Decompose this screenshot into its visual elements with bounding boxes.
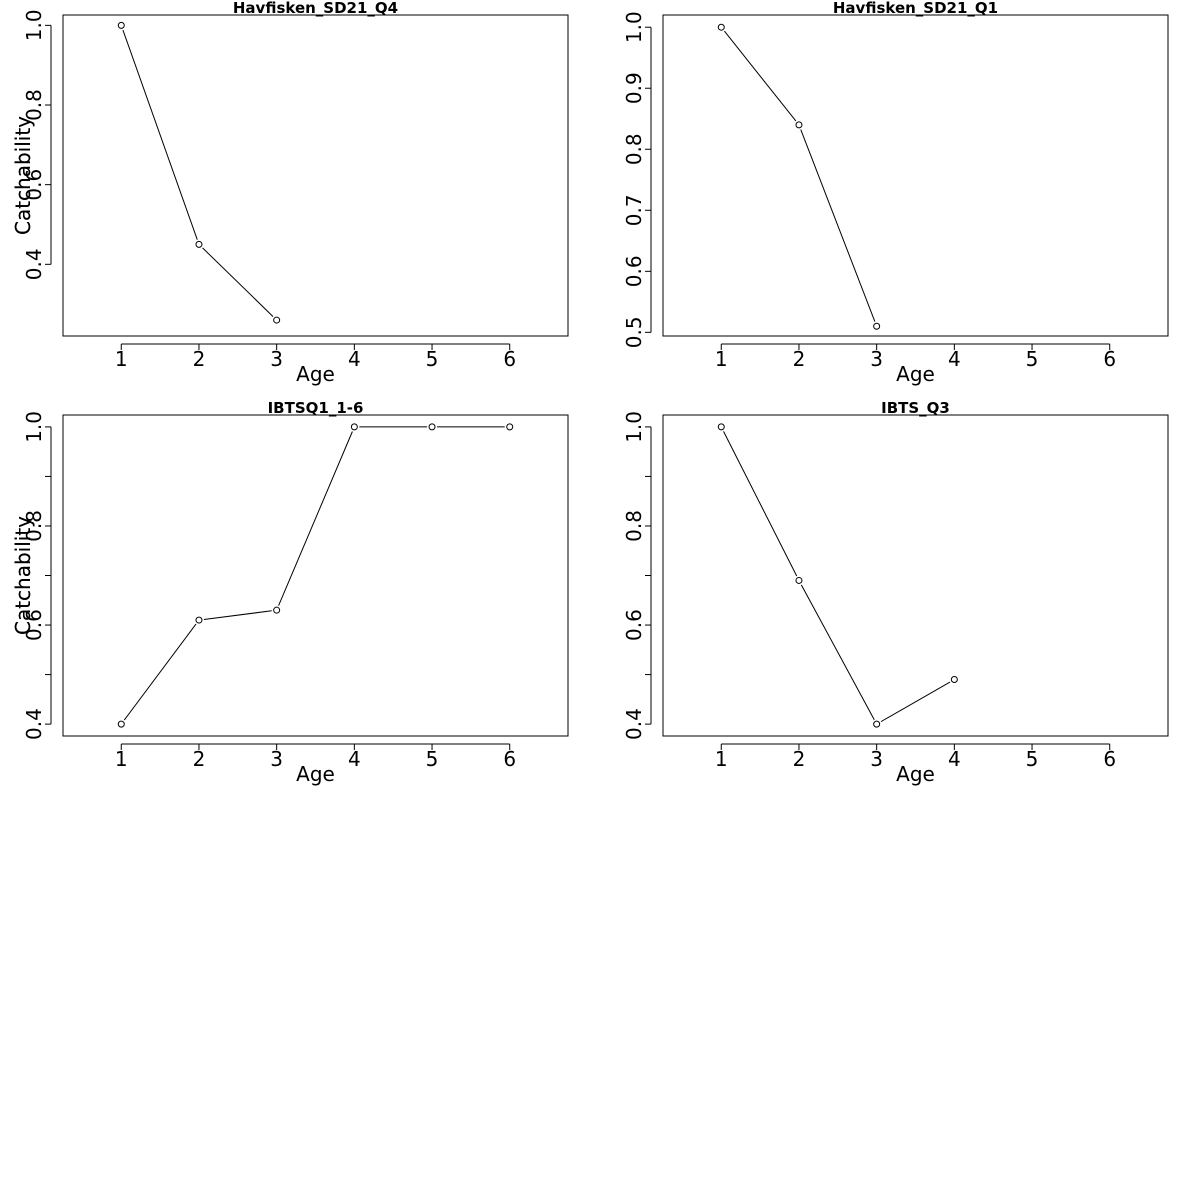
x-tick-label: 3 (270, 347, 283, 371)
y-tick-label: 1.0 (622, 11, 646, 43)
y-tick-label: 1.0 (22, 411, 46, 443)
data-point (195, 616, 203, 624)
y-tick-label: 0.5 (622, 316, 646, 348)
y-tick-label: 0.9 (622, 72, 646, 104)
x-tick-label: 1 (715, 747, 728, 771)
y-tick-label: 0.8 (22, 89, 46, 121)
x-tick-label: 2 (193, 747, 206, 771)
chart-title: Havfisken_SD21_Q4 (233, 0, 398, 17)
x-tick-label: 5 (1026, 347, 1039, 371)
chart-title: IBTSQ1_1-6 (268, 399, 364, 417)
plot-box (62, 14, 569, 337)
y-tick-label: 0.6 (22, 169, 46, 201)
data-point (950, 676, 958, 684)
x-tick-label: 6 (503, 747, 516, 771)
x-axis-label: Age (896, 362, 935, 386)
x-tick-label: 6 (1103, 347, 1116, 371)
data-point (273, 606, 281, 614)
y-axis-label: Catchability (11, 516, 35, 635)
chart-title: IBTS_Q3 (881, 399, 950, 417)
data-point (350, 423, 358, 431)
x-tick-label: 1 (115, 347, 128, 371)
y-tick-label: 0.8 (622, 133, 646, 165)
x-axis-label: Age (296, 362, 335, 386)
series-line-segment (800, 129, 876, 322)
x-tick-label: 5 (1026, 747, 1039, 771)
chart-panel-4: IBTS_Q3 1 2 3 4 5 6 Age 0.4 0.6 0.8 1.0 Catchability (11, 399, 1169, 786)
y-tick-label: 0.8 (22, 510, 46, 542)
series-line-segment (800, 584, 875, 720)
y-tick-label: 0.6 (22, 609, 46, 641)
x-tick-label: 4 (348, 347, 361, 371)
series-line-segment (122, 29, 198, 240)
data-point (117, 720, 125, 728)
data-point (273, 316, 281, 324)
data-point (795, 576, 803, 584)
series-line-segment (880, 681, 951, 723)
plot-box (662, 14, 1169, 337)
y-axis-label: Catchability (11, 516, 35, 635)
y-tick-label: 0.8 (622, 510, 646, 542)
data-point (506, 423, 514, 431)
data-point (428, 423, 436, 431)
chart-panel-1: Havfisken_SD21_Q4 1 2 3 4 5 6 Age 0.4 0.6 0.8 1.0 Ca… (11, 0, 569, 386)
y-tick-label: 0.6 (622, 609, 646, 641)
y-tick-label: 1.0 (622, 411, 646, 443)
chart-title: Havfisken_SD21_Q1 (833, 0, 998, 17)
y-tick-label: 0.4 (622, 708, 646, 740)
series-line-segment (278, 431, 353, 606)
x-tick-label: 3 (270, 747, 283, 771)
series-line-segment (723, 30, 797, 122)
x-tick-label: 4 (348, 747, 361, 771)
data-point (873, 720, 881, 728)
y-tick-label: 1.0 (22, 9, 46, 41)
plot-box (62, 414, 569, 737)
plot-box (662, 414, 1169, 737)
data-point (717, 23, 725, 31)
x-tick-label: 2 (793, 347, 806, 371)
x-axis-label: Age (296, 762, 335, 786)
x-tick-label: 6 (503, 347, 516, 371)
data-point (117, 21, 125, 29)
x-tick-label: 4 (948, 747, 961, 771)
x-tick-label: 5 (426, 347, 439, 371)
x-tick-label: 3 (870, 347, 883, 371)
y-tick-label: 0.7 (622, 194, 646, 226)
data-point (195, 240, 203, 248)
chart-panel-3: IBTSQ1_1-6 1 2 3 4 5 6 Age 0.4 0.6 0.8 1.0 Catchabil… (11, 399, 569, 786)
x-tick-label: 3 (870, 747, 883, 771)
series-line-segment (123, 623, 197, 721)
x-tick-label: 4 (948, 347, 961, 371)
data-point (873, 322, 881, 330)
chart-panel-2: Havfisken_SD21_Q1 1 2 3 4 5 6 Age 0.5 0.6 0.7 0.8 0.… (11, 0, 1169, 386)
x-tick-label: 1 (715, 347, 728, 371)
data-point (795, 121, 803, 129)
y-tick-label: 0.4 (22, 248, 46, 280)
series-line-segment (202, 247, 274, 317)
series-line-segment (203, 610, 272, 620)
x-tick-label: 5 (426, 747, 439, 771)
y-tick-label: 0.4 (22, 708, 46, 740)
y-axis-label: Catchability (11, 116, 35, 235)
series-line-segment (723, 431, 798, 577)
x-axis-label: Age (896, 762, 935, 786)
x-tick-label: 2 (793, 747, 806, 771)
x-tick-label: 2 (193, 347, 206, 371)
x-tick-label: 6 (1103, 747, 1116, 771)
y-axis-label: Catchability (11, 116, 35, 235)
data-point (717, 423, 725, 431)
x-tick-label: 1 (115, 747, 128, 771)
y-tick-label: 0.6 (622, 255, 646, 287)
